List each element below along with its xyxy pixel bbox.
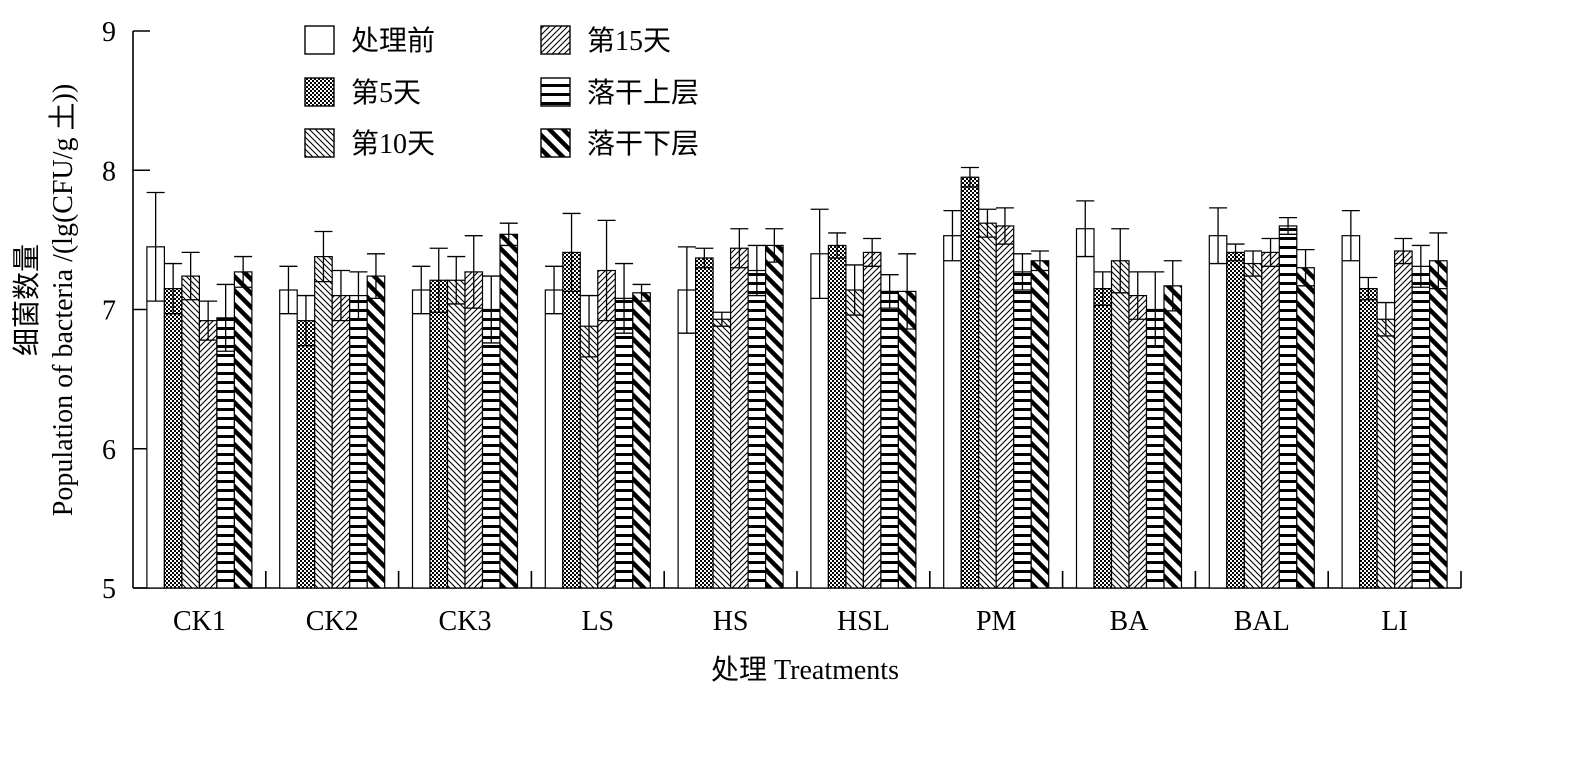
y-tick-label: 9 [102, 17, 116, 48]
bar [481, 308, 501, 589]
y-axis-title: 细菌数量 Population of bacteria /(lg(CFU/g 土… [11, 84, 79, 516]
category-label: CK1 [173, 606, 226, 637]
bar [1358, 288, 1378, 589]
bar [296, 320, 316, 589]
bar [1030, 260, 1050, 589]
bar [1013, 271, 1032, 589]
bar [1376, 318, 1396, 589]
y-tick-label: 7 [102, 296, 116, 327]
bar [163, 288, 183, 589]
y-tick-label: 8 [102, 156, 116, 187]
bar [694, 257, 714, 589]
bar [349, 294, 368, 589]
legend-label: 落干上层 [587, 77, 699, 109]
bar [1428, 260, 1448, 589]
bar [880, 290, 900, 589]
legend-label: 落干下层 [587, 128, 699, 160]
bar [216, 317, 235, 589]
category-label: CK2 [306, 606, 359, 637]
x-axis-title: 处理 Treatments [711, 654, 899, 686]
category-label: HS [713, 606, 749, 637]
category-label: BAL [1234, 606, 1290, 637]
bar [331, 294, 351, 589]
bar [1128, 294, 1148, 589]
bar [579, 325, 599, 589]
legend-label: 第10天 [351, 128, 435, 160]
bar [1208, 235, 1228, 589]
bar [1278, 225, 1298, 589]
bar [897, 290, 917, 589]
bar [1110, 260, 1130, 589]
bar [810, 253, 830, 589]
bar [943, 235, 962, 589]
bar [1226, 251, 1245, 589]
bar [1411, 265, 1431, 589]
bar [1243, 262, 1263, 589]
bar [764, 244, 784, 589]
y-axis-title-cn: 细菌数量 [11, 244, 43, 356]
bars [146, 166, 1448, 589]
bar [1341, 235, 1361, 589]
bar [632, 292, 651, 589]
bar [827, 244, 847, 589]
bar [1163, 285, 1183, 589]
legend-swatch [540, 25, 571, 55]
category-label: HSL [837, 606, 890, 637]
bar [464, 271, 484, 589]
bar [446, 279, 466, 589]
bar [544, 289, 564, 589]
legend-swatch [540, 128, 571, 158]
bar [995, 225, 1015, 589]
bar [233, 271, 253, 589]
legend-swatch [304, 128, 335, 158]
y-tick-label: 5 [102, 574, 116, 605]
bar [677, 289, 697, 589]
y-axis-title-en: Population of bacteria /(lg(CFU/g 土)) [47, 84, 79, 516]
bar [729, 247, 749, 589]
category-label: CK3 [439, 606, 492, 637]
bar [181, 275, 200, 589]
category-label: LS [581, 606, 614, 637]
bar [1296, 267, 1315, 589]
bar [845, 289, 865, 589]
bar [562, 251, 581, 589]
legend-swatch [304, 25, 335, 55]
bar [1145, 308, 1165, 589]
axes: 5 6 7 8 9 CK1 CK2 CK3 LS HS HSL PM BA BAL LI [102, 17, 1462, 637]
legend-label: 处理前 [351, 25, 435, 57]
bar [712, 318, 732, 589]
bar [429, 279, 449, 589]
bar [314, 255, 333, 589]
bar [1393, 250, 1413, 589]
bar [978, 222, 997, 589]
category-label: PM [976, 606, 1017, 637]
bar [499, 233, 519, 589]
legend-swatch [304, 77, 335, 107]
bar [1075, 228, 1095, 589]
legend-label: 第5天 [351, 77, 421, 109]
bar [279, 289, 298, 589]
bar [862, 251, 882, 589]
bar [1261, 251, 1280, 589]
bar [747, 269, 767, 589]
legend-label: 第15天 [587, 25, 671, 57]
legend-swatch [540, 77, 571, 107]
bar [411, 289, 431, 589]
bar [198, 320, 218, 589]
category-label: BA [1110, 606, 1150, 637]
bar [366, 275, 386, 589]
y-tick-label: 6 [102, 435, 116, 466]
bar [614, 297, 634, 589]
bar [960, 176, 980, 589]
category-label: LI [1381, 606, 1407, 637]
bar [1093, 288, 1113, 589]
